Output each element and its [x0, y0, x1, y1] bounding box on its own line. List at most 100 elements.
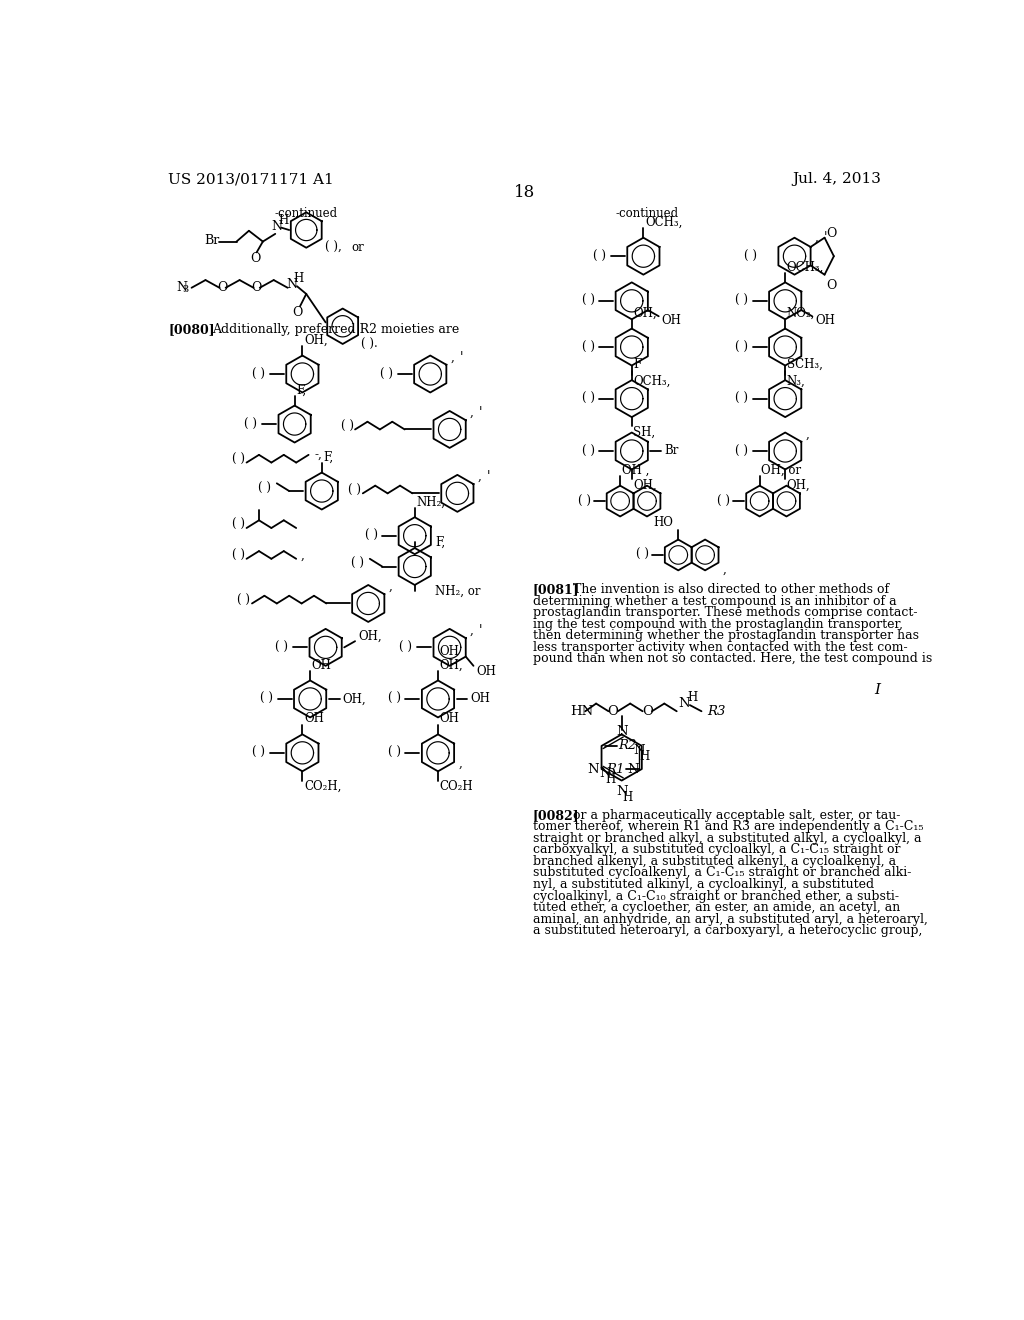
Text: determining whether a test compound is an inhibitor of a: determining whether a test compound is a…: [532, 594, 896, 607]
Text: O: O: [292, 306, 302, 319]
Text: ( ): ( ): [252, 367, 265, 380]
Text: ': ': [486, 470, 490, 483]
Text: OH: OH: [815, 314, 836, 327]
Text: H: H: [606, 774, 616, 787]
Text: or: or: [351, 242, 364, 255]
Text: ( ): ( ): [735, 294, 748, 308]
Text: ': ': [479, 624, 482, 638]
Text: The invention is also directed to other methods of: The invention is also directed to other …: [572, 583, 889, 597]
Text: O: O: [217, 281, 227, 294]
Text: ( ),: ( ),: [325, 242, 342, 255]
Text: ( ): ( ): [258, 482, 270, 495]
Text: straight or branched alkyl, a substituted alkyl, a cycloalkyl, a: straight or branched alkyl, a substitute…: [532, 832, 921, 845]
Text: ( ): ( ): [388, 746, 400, 759]
Text: [0081]: [0081]: [532, 583, 580, 597]
Text: ,: ,: [301, 549, 305, 562]
Text: carboxyalkyl, a substituted cycloalkyl, a C₁-C₁₅ straight or: carboxyalkyl, a substituted cycloalkyl, …: [532, 843, 900, 857]
Text: OH: OH: [439, 713, 460, 726]
Text: pound than when not so contacted. Here, the test compound is: pound than when not so contacted. Here, …: [532, 652, 932, 665]
Text: F: F: [633, 358, 642, 371]
Text: or a pharmaceutically acceptable salt, ester, or tau-: or a pharmaceutically acceptable salt, e…: [572, 809, 900, 822]
Text: ,: ,: [388, 579, 392, 593]
Text: NH₂,: NH₂,: [417, 495, 445, 508]
Text: ( ): ( ): [582, 445, 595, 458]
Text: OH: OH: [311, 659, 332, 672]
Text: ': ': [460, 351, 463, 363]
Text: OH,: OH,: [439, 659, 463, 672]
Text: ,: ,: [470, 624, 474, 638]
Text: ,: ,: [477, 470, 481, 483]
Text: OH,: OH,: [304, 334, 328, 347]
Text: OH: OH: [304, 713, 324, 726]
Text: ( ): ( ): [578, 495, 591, 508]
Text: OH,: OH,: [343, 693, 367, 705]
Text: ( ): ( ): [582, 341, 595, 354]
Text: branched alkenyl, a substituted alkenyl, a cycloalkenyl, a: branched alkenyl, a substituted alkenyl,…: [532, 855, 896, 869]
Text: I: I: [873, 682, 880, 697]
Text: OH: OH: [471, 693, 490, 705]
Text: N: N: [587, 763, 598, 776]
Text: ,: ,: [458, 758, 462, 770]
Text: O: O: [826, 280, 837, 292]
Text: ( ): ( ): [744, 249, 758, 263]
Text: R2: R2: [618, 739, 637, 752]
Text: OH,: OH,: [633, 306, 657, 319]
Text: cycloalkinyl, a C₁-C₁₀ straight or branched ether, a substi-: cycloalkinyl, a C₁-C₁₀ straight or branc…: [532, 890, 898, 903]
Text: ,: ,: [805, 428, 809, 441]
Text: tomer thereof, wherein R1 and R3 are independently a C₁-C₁₅: tomer thereof, wherein R1 and R3 are ind…: [532, 820, 923, 833]
Text: ( ): ( ): [341, 420, 353, 433]
Text: O: O: [642, 705, 652, 718]
Text: HO: HO: [653, 516, 674, 529]
Text: H: H: [278, 214, 288, 227]
Text: substituted cycloalkenyl, a C₁-C₁₅ straight or branched alki-: substituted cycloalkenyl, a C₁-C₁₅ strai…: [532, 866, 911, 879]
Text: ( ): ( ): [350, 557, 364, 570]
Text: [0080]: [0080]: [168, 323, 215, 335]
Text: less transporter activity when contacted with the test com-: less transporter activity when contacted…: [532, 640, 907, 653]
Text: H: H: [623, 791, 633, 804]
Text: OCH₃,: OCH₃,: [645, 215, 682, 228]
Text: ing the test compound with the prostaglandin transporter,: ing the test compound with the prostagla…: [532, 618, 902, 631]
Text: ( ): ( ): [232, 549, 245, 562]
Text: ( ): ( ): [232, 519, 245, 532]
Text: R1: R1: [606, 763, 625, 776]
Text: ( ).: ( ).: [361, 338, 378, 351]
Text: ( ): ( ): [399, 640, 413, 653]
Text: N: N: [633, 744, 644, 758]
Text: N: N: [627, 763, 639, 776]
Text: ,: ,: [722, 562, 726, 576]
Text: N₃,: N₃,: [786, 375, 806, 388]
Text: Br: Br: [204, 234, 219, 247]
Text: ( ): ( ): [582, 392, 595, 405]
Text: ( ): ( ): [388, 693, 400, 705]
Text: ( ): ( ): [735, 445, 748, 458]
Text: NO₂,: NO₂,: [786, 306, 815, 319]
Text: ( ): ( ): [252, 746, 265, 759]
Text: N: N: [271, 219, 283, 232]
Text: then determining whether the prostaglandin transporter has: then determining whether the prostagland…: [532, 630, 919, 643]
Text: OH,: OH,: [786, 478, 810, 491]
Text: N: N: [599, 767, 610, 780]
Text: F,: F,: [324, 450, 334, 463]
Text: OH: OH: [662, 314, 682, 327]
Text: ,: ,: [470, 407, 474, 418]
Text: ( ): ( ): [348, 483, 361, 496]
Text: ( ): ( ): [593, 249, 606, 263]
Text: O: O: [607, 705, 618, 718]
Text: N: N: [615, 725, 628, 738]
Text: OH, or: OH, or: [761, 463, 802, 477]
Text: ( ): ( ): [238, 594, 251, 607]
Text: Br: Br: [665, 445, 679, 458]
Text: CO₂H,: CO₂H,: [304, 780, 341, 793]
Text: O: O: [252, 281, 262, 294]
Text: N: N: [287, 279, 298, 292]
Text: ( ): ( ): [735, 341, 748, 354]
Text: ,: ,: [451, 351, 455, 363]
Text: CO₂H: CO₂H: [439, 780, 473, 793]
Text: N: N: [176, 281, 187, 294]
Text: Additionally, preferred R2 moieties are: Additionally, preferred R2 moieties are: [212, 323, 459, 335]
Text: 18: 18: [514, 183, 536, 201]
Text: ( ): ( ): [260, 693, 273, 705]
Text: SH,: SH,: [633, 426, 655, 440]
Text: US 2013/0171171 A1: US 2013/0171171 A1: [168, 172, 334, 186]
Text: OH: OH: [476, 665, 497, 678]
